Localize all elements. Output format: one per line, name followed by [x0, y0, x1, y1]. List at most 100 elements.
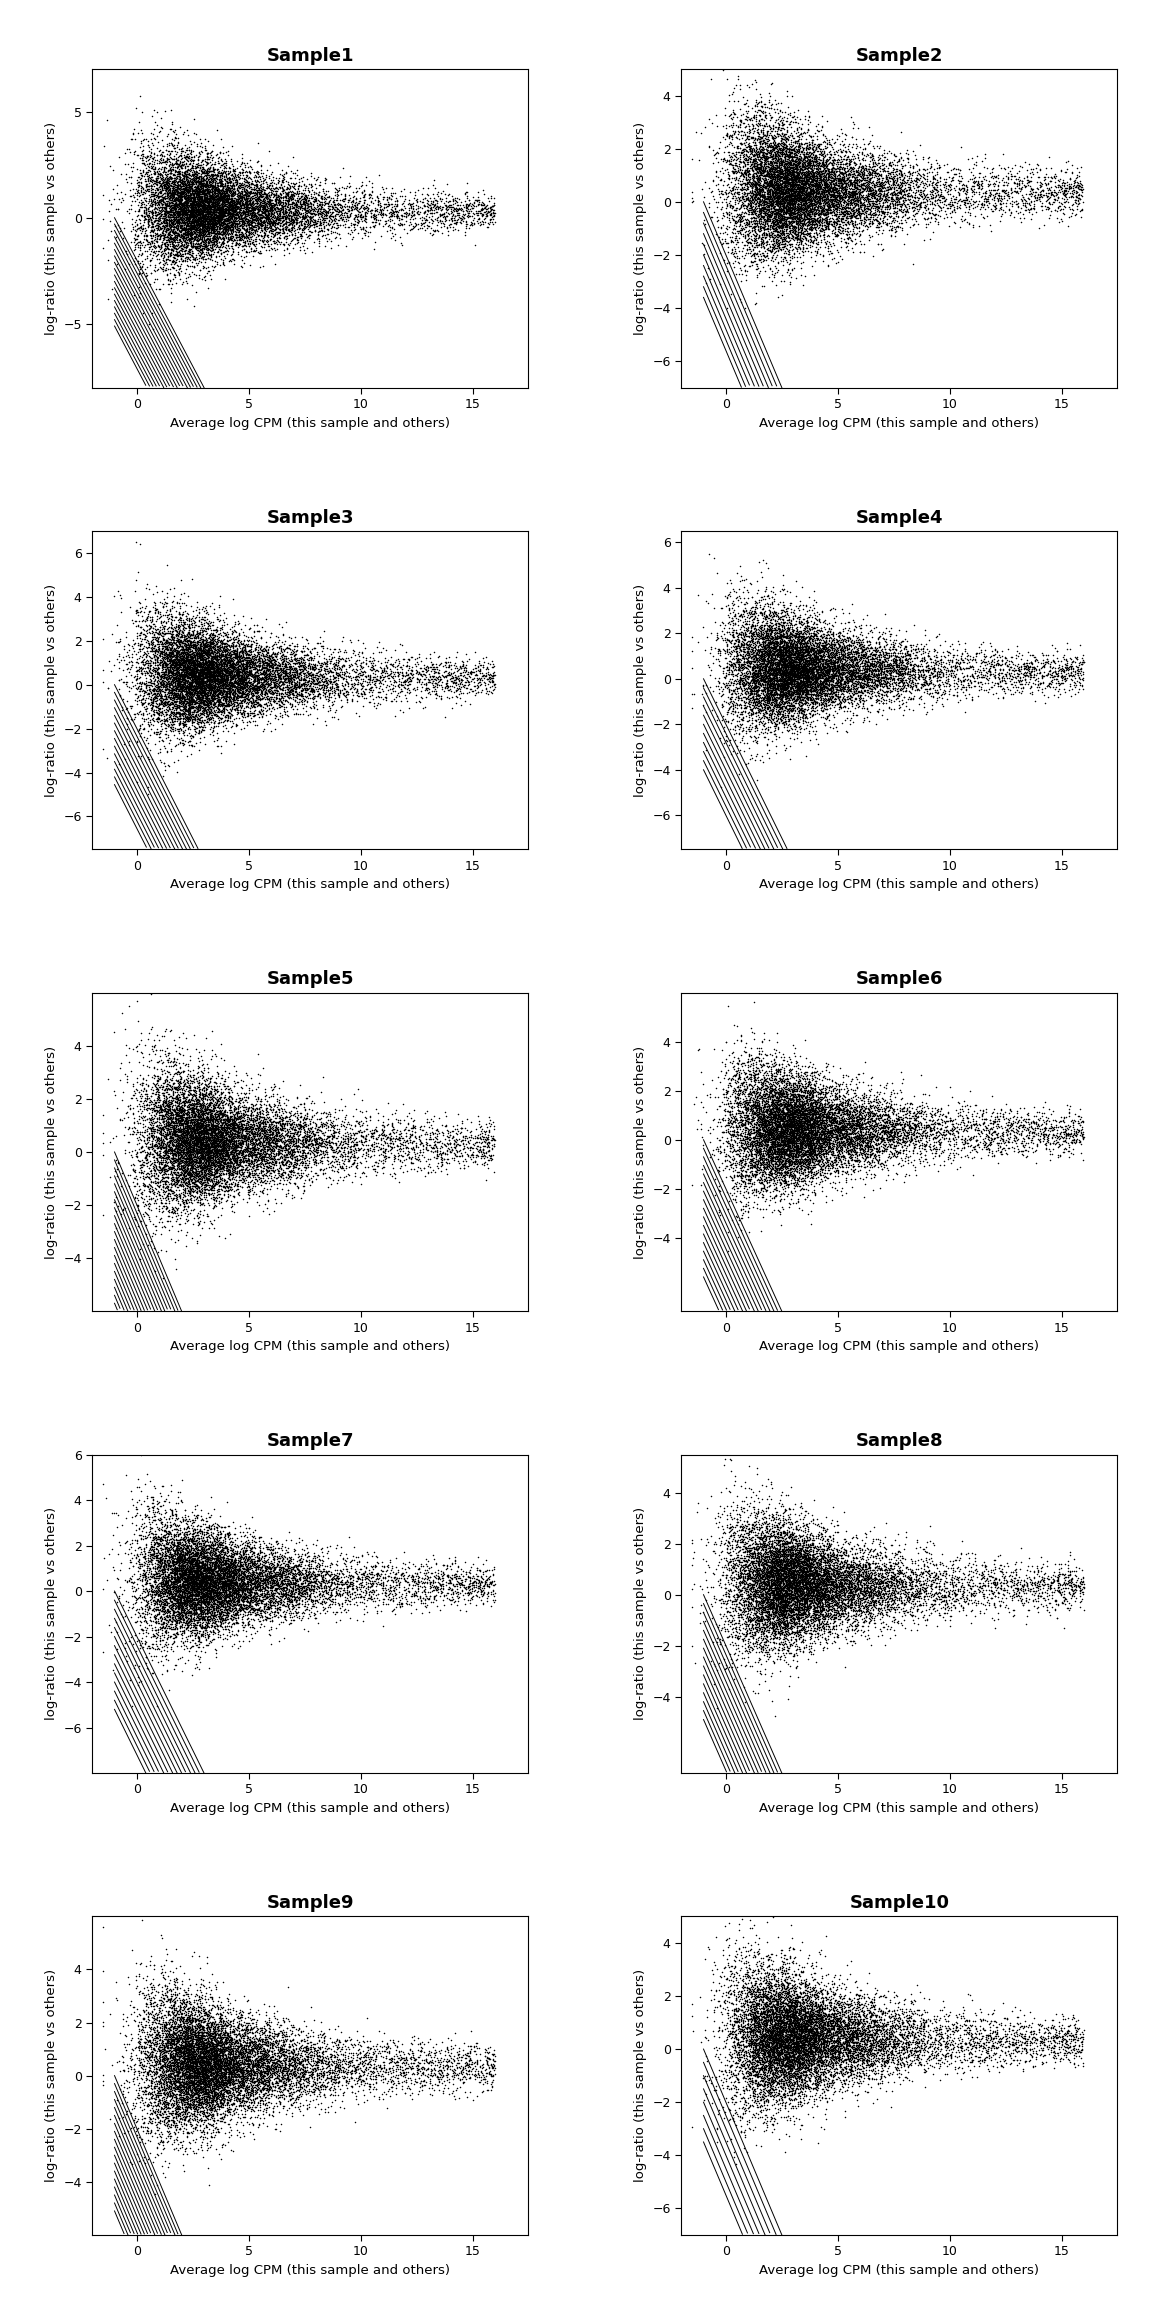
Point	[1047, 2034, 1066, 2071]
Point	[156, 1599, 174, 1636]
Point	[850, 2039, 869, 2076]
Point	[189, 2014, 207, 2051]
Point	[780, 1071, 798, 1108]
Point	[256, 2053, 274, 2090]
Point	[248, 668, 266, 705]
Point	[764, 2081, 782, 2117]
Point	[219, 177, 237, 214]
Point	[185, 2108, 204, 2145]
Point	[742, 2011, 760, 2048]
Point	[797, 657, 816, 694]
Point	[795, 173, 813, 210]
Point	[169, 2016, 188, 2053]
Point	[876, 1553, 894, 1590]
Point	[179, 111, 197, 147]
Point	[789, 2044, 808, 2081]
Point	[195, 1562, 213, 1599]
Point	[831, 1108, 849, 1145]
Point	[256, 1548, 274, 1585]
Point	[732, 1087, 750, 1124]
Point	[812, 2037, 831, 2074]
Point	[781, 1111, 799, 1147]
Point	[750, 1117, 768, 1154]
Point	[864, 1532, 882, 1569]
Point	[226, 189, 244, 226]
Point	[194, 1108, 212, 1145]
Point	[461, 1138, 479, 1175]
Point	[274, 1140, 293, 1177]
Point	[761, 1078, 780, 1115]
Point	[257, 1567, 275, 1604]
Point	[790, 191, 809, 228]
Point	[291, 189, 310, 226]
Point	[767, 1078, 786, 1115]
Point	[901, 1124, 919, 1161]
Point	[779, 2014, 797, 2051]
Point	[276, 652, 295, 689]
Point	[763, 2030, 781, 2067]
Point	[922, 1097, 940, 1134]
Point	[298, 2021, 317, 2057]
Point	[790, 173, 809, 210]
Point	[156, 1521, 174, 1558]
Point	[438, 1546, 456, 1583]
Point	[212, 1553, 230, 1590]
Point	[829, 661, 848, 698]
Point	[805, 191, 824, 228]
Point	[798, 161, 817, 198]
Point	[806, 1601, 825, 1638]
Point	[799, 2002, 818, 2039]
Point	[205, 1537, 223, 1574]
Point	[787, 1120, 805, 1157]
Point	[775, 684, 794, 721]
Point	[775, 1154, 794, 1191]
Point	[809, 154, 827, 191]
Point	[258, 2071, 276, 2108]
Point	[484, 198, 502, 235]
Point	[181, 152, 199, 189]
Point	[160, 2069, 179, 2106]
Point	[198, 659, 217, 696]
Point	[196, 164, 214, 200]
Point	[192, 664, 211, 700]
Point	[827, 1581, 846, 1617]
Point	[182, 1090, 200, 1127]
Point	[170, 1555, 189, 1592]
Point	[885, 634, 903, 670]
Point	[841, 1574, 859, 1610]
Point	[196, 1081, 214, 1117]
Point	[195, 1534, 213, 1571]
Point	[225, 1562, 243, 1599]
Point	[160, 1544, 179, 1581]
Point	[229, 2009, 248, 2046]
Point	[175, 1067, 194, 1104]
Point	[180, 1604, 198, 1640]
Point	[782, 652, 801, 689]
Point	[788, 1532, 806, 1569]
Point	[992, 1136, 1010, 1173]
Point	[158, 184, 176, 221]
Point	[308, 1131, 326, 1168]
Point	[764, 1537, 782, 1574]
Point	[742, 2037, 760, 2074]
Point	[870, 173, 888, 210]
Point	[811, 2039, 829, 2076]
Point	[750, 1578, 768, 1615]
Point	[782, 2051, 801, 2087]
Point	[745, 2021, 764, 2057]
Point	[817, 1122, 835, 1159]
Point	[818, 1069, 836, 1106]
Point	[894, 2025, 912, 2062]
Point	[179, 2002, 197, 2039]
Point	[341, 1560, 359, 1597]
Point	[753, 2032, 772, 2069]
Point	[954, 1581, 972, 1617]
Point	[861, 1993, 879, 2030]
Point	[169, 666, 188, 703]
Point	[206, 1101, 225, 1138]
Point	[160, 1571, 179, 1608]
Point	[251, 1532, 270, 1569]
Point	[419, 1592, 438, 1629]
Point	[722, 2083, 741, 2120]
Point	[856, 205, 874, 242]
